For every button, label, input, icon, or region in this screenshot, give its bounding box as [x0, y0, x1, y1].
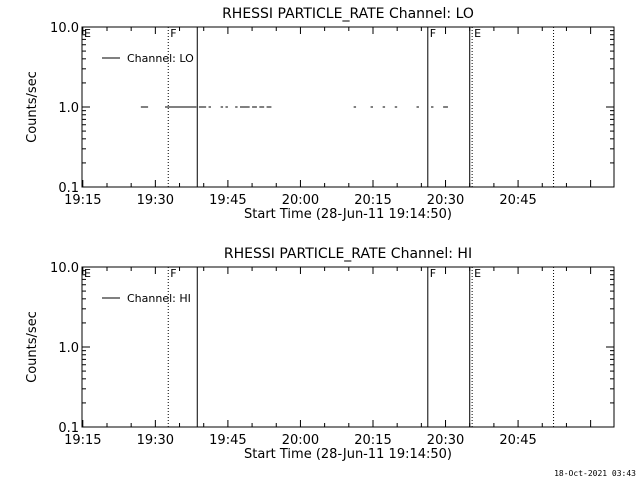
x-tick-label: 20:30 [427, 193, 464, 208]
marker-label: F [430, 27, 436, 40]
marker-label: F [170, 267, 176, 280]
x-tick-label: 20:00 [282, 433, 319, 448]
y-tick-label: 10.0 [50, 261, 79, 276]
x-axis-label: Start Time (28-Jun-11 19:14:50) [244, 207, 452, 222]
x-tick-label: 19:45 [209, 193, 246, 208]
x-tick-label: 19:15 [64, 193, 101, 208]
x-tick-label: 20:15 [354, 433, 391, 448]
plot-frame [81, 26, 615, 188]
x-tick-label: 20:45 [499, 193, 536, 208]
x-tick-label: 20:45 [499, 433, 536, 448]
x-axis-label: Start Time (28-Jun-11 19:14:50) [244, 447, 452, 462]
x-tick-label: 19:45 [209, 433, 246, 448]
x-tick-label: 19:30 [137, 433, 174, 448]
x-tick-label: 20:00 [282, 193, 319, 208]
chart-title: RHESSI PARTICLE_RATE Channel: LO [222, 6, 474, 22]
x-tick-label: 20:30 [427, 433, 464, 448]
x-tick-label: 19:30 [137, 193, 174, 208]
x-tick-label: 19:15 [64, 433, 101, 448]
chart-title: RHESSI PARTICLE_RATE Channel: HI [224, 246, 472, 262]
marker-label: E [474, 27, 481, 40]
chart-panel-1: RHESSI PARTICLE_RATE Channel: LO 19:15 19:… [25, 6, 615, 222]
chart-panel-2: RHESSI PARTICLE_RATE Channel: HI 19:15 19:… [25, 246, 615, 462]
y-axis-label: Counts/sec [25, 311, 40, 383]
y-tick-label: 0.1 [58, 181, 79, 196]
legend-label: Channel: LO [127, 52, 194, 65]
y-tick-label: 1.0 [58, 341, 79, 356]
y-axis-label: Counts/sec [25, 71, 40, 143]
marker-label: E [84, 27, 91, 40]
footer-timestamp: 18-Oct-2021 03:43 [554, 469, 636, 478]
x-tick-label: 20:15 [354, 193, 391, 208]
marker-label: F [170, 27, 176, 40]
y-tick-label: 1.0 [58, 101, 79, 116]
legend-label: Channel: HI [127, 292, 191, 305]
y-tick-label: 0.1 [58, 421, 79, 436]
y-tick-label: 10.0 [50, 21, 79, 36]
marker-label: E [84, 267, 91, 280]
marker-label: E [474, 267, 481, 280]
marker-label: F [430, 267, 436, 280]
plot-frame [81, 266, 615, 428]
